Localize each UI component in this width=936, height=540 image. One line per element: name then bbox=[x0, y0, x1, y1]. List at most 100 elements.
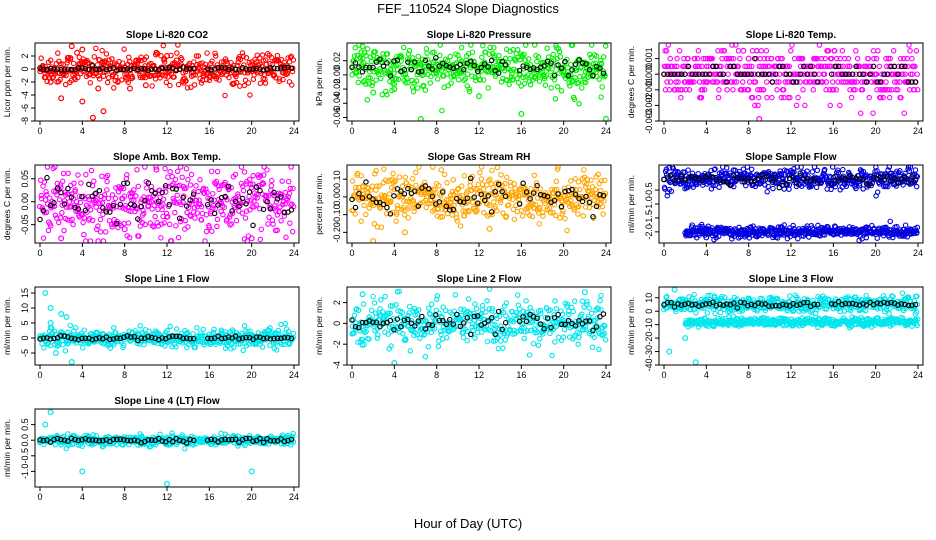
data-point bbox=[782, 79, 789, 85]
hourly-mean-point bbox=[842, 71, 849, 77]
hourly-mean-point bbox=[271, 189, 277, 196]
hourly-mean-point bbox=[44, 66, 50, 73]
data-point bbox=[212, 53, 219, 59]
data-point bbox=[220, 211, 226, 218]
data-point bbox=[387, 303, 394, 309]
data-point bbox=[385, 331, 392, 337]
hourly-mean-point bbox=[576, 195, 582, 202]
data-point bbox=[540, 331, 546, 337]
x-tick-label: 8 bbox=[122, 370, 127, 380]
data-point bbox=[866, 94, 873, 101]
hourly-mean-point bbox=[678, 173, 685, 180]
hourly-mean-point bbox=[176, 215, 183, 222]
data-point bbox=[162, 165, 168, 172]
data-point bbox=[733, 79, 740, 85]
data-point bbox=[429, 165, 436, 170]
hourly-mean-point bbox=[877, 79, 884, 85]
data-point bbox=[586, 305, 592, 311]
data-point bbox=[353, 320, 359, 326]
data-point bbox=[797, 79, 803, 85]
data-points bbox=[37, 43, 297, 121]
outlier-point bbox=[417, 116, 424, 121]
data-point bbox=[490, 184, 496, 191]
data-point bbox=[507, 48, 513, 54]
data-point bbox=[283, 234, 289, 241]
hourly-mean-point bbox=[61, 201, 68, 207]
x-tick-label: 12 bbox=[162, 126, 172, 136]
data-point bbox=[602, 43, 609, 49]
x-tick-label: 8 bbox=[122, 248, 127, 258]
data-point bbox=[287, 220, 293, 226]
data-point bbox=[278, 218, 284, 224]
hourly-mean-point bbox=[586, 67, 593, 73]
hourly-mean-point bbox=[152, 190, 159, 197]
data-point bbox=[280, 76, 286, 83]
data-point bbox=[372, 49, 378, 55]
hourly-mean-point bbox=[380, 63, 387, 70]
hourly-mean-point bbox=[271, 65, 277, 71]
data-point bbox=[167, 82, 173, 89]
data-point bbox=[70, 60, 77, 67]
outlier-point bbox=[79, 98, 86, 105]
data-point bbox=[745, 87, 752, 93]
data-point bbox=[887, 218, 893, 225]
data-point bbox=[459, 192, 465, 199]
hourly-mean-point bbox=[250, 66, 256, 72]
hourly-mean-point bbox=[703, 71, 709, 77]
hourly-mean-point bbox=[478, 191, 484, 198]
data-point bbox=[474, 207, 480, 214]
data-point bbox=[275, 327, 282, 334]
hourly-mean-point bbox=[668, 71, 674, 77]
data-point bbox=[894, 223, 900, 230]
data-point bbox=[830, 87, 837, 93]
data-point bbox=[110, 200, 117, 207]
x-tick-label: 0 bbox=[661, 248, 666, 258]
hourly-mean-point bbox=[401, 191, 408, 197]
data-point bbox=[400, 331, 406, 337]
data-point bbox=[839, 48, 846, 54]
data-point bbox=[593, 191, 600, 197]
data-point bbox=[449, 188, 456, 195]
hourly-mean-point bbox=[110, 336, 117, 342]
data-point bbox=[233, 79, 240, 86]
data-point bbox=[382, 293, 388, 300]
hourly-mean-point bbox=[75, 65, 82, 71]
data-point bbox=[686, 87, 693, 93]
data-point bbox=[703, 63, 710, 70]
data-point bbox=[480, 77, 487, 83]
data-point bbox=[441, 171, 448, 178]
data-point bbox=[897, 55, 904, 62]
data-point bbox=[406, 47, 413, 54]
data-point bbox=[160, 201, 166, 208]
hourly-mean-point bbox=[79, 193, 85, 200]
data-point bbox=[489, 211, 495, 218]
data-point bbox=[372, 171, 378, 177]
hourly-mean-point bbox=[699, 71, 706, 77]
data-point bbox=[376, 183, 382, 189]
hourly-mean-point bbox=[246, 189, 253, 195]
data-point bbox=[685, 55, 691, 62]
x-tick-label: 12 bbox=[786, 126, 796, 136]
data-point bbox=[95, 223, 101, 229]
hourly-mean-point bbox=[281, 335, 288, 341]
data-point bbox=[241, 323, 248, 329]
hourly-mean-point bbox=[902, 63, 908, 70]
data-point bbox=[464, 337, 470, 344]
data-point bbox=[142, 165, 148, 170]
data-point bbox=[575, 80, 582, 86]
data-point bbox=[87, 206, 94, 213]
outlier-point bbox=[248, 235, 255, 242]
data-point bbox=[447, 53, 453, 60]
data-point bbox=[484, 338, 491, 345]
data-point bbox=[357, 328, 363, 334]
hourly-mean-point bbox=[89, 63, 96, 69]
data-point bbox=[285, 178, 292, 185]
hourly-mean-point bbox=[166, 334, 172, 340]
data-point bbox=[136, 233, 142, 239]
data-point bbox=[832, 183, 839, 190]
hourly-mean-point bbox=[790, 174, 796, 181]
data-point bbox=[388, 343, 394, 349]
data-point bbox=[378, 296, 384, 303]
hourly-mean-point bbox=[555, 62, 561, 68]
